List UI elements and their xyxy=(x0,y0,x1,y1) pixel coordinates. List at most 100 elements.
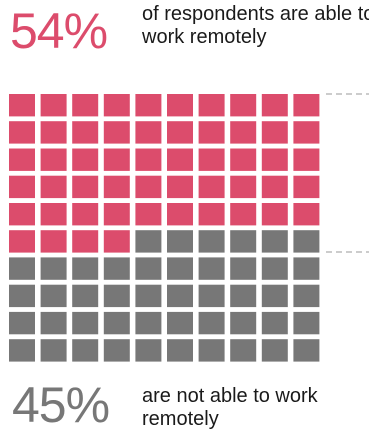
waffle-square-not-remote xyxy=(103,284,130,308)
waffle-square-remote xyxy=(9,203,35,226)
waffle-square-remote xyxy=(135,94,162,117)
waffle-square-remote xyxy=(40,175,67,199)
waffle-square-not-remote xyxy=(167,339,193,362)
waffle-square-remote xyxy=(230,148,257,171)
waffle-square-remote xyxy=(9,94,35,117)
waffle-square-not-remote xyxy=(72,311,99,335)
waffle-square-not-remote xyxy=(167,230,193,253)
waffle-square-remote xyxy=(261,203,288,226)
waffle-square-remote xyxy=(72,175,99,199)
waffle-square-remote xyxy=(40,203,67,226)
waffle-square-remote xyxy=(72,203,99,226)
waffle-square-remote xyxy=(40,121,67,144)
waffle-square-remote xyxy=(135,175,162,199)
waffle-square-not-remote xyxy=(261,284,288,308)
waffle-square-not-remote xyxy=(293,311,320,335)
waffle-square-remote xyxy=(72,121,99,144)
waffle-square-remote xyxy=(103,94,130,117)
waffle-square-remote xyxy=(198,203,225,226)
waffle-square-remote xyxy=(103,203,130,226)
waffle-square-not-remote xyxy=(198,257,225,280)
waffle-square-remote xyxy=(261,121,288,144)
waffle-square-remote xyxy=(40,148,67,171)
waffle-square-remote xyxy=(135,148,162,171)
waffle-square-remote xyxy=(293,175,320,199)
waffle-square-remote xyxy=(103,121,130,144)
not-remote-description: are not able to work remotely xyxy=(142,385,318,430)
waffle-square-remote xyxy=(9,121,35,144)
waffle-square-remote xyxy=(293,203,320,226)
waffle-square-remote xyxy=(167,94,193,117)
waffle-square-remote xyxy=(9,230,35,253)
waffle-square-remote xyxy=(103,148,130,171)
waffle-square-not-remote xyxy=(40,311,67,335)
waffle-square-not-remote xyxy=(198,284,225,308)
waffle-square-remote xyxy=(198,121,225,144)
waffle-square-remote xyxy=(293,148,320,171)
waffle-square-not-remote xyxy=(103,257,130,280)
waffle-square-not-remote xyxy=(167,284,193,308)
waffle-square-not-remote xyxy=(103,311,130,335)
waffle-square-remote xyxy=(167,203,193,226)
waffle-square-remote xyxy=(167,175,193,199)
waffle-square-not-remote xyxy=(293,339,320,362)
waffle-square-remote xyxy=(230,175,257,199)
waffle-square-not-remote xyxy=(230,339,257,362)
waffle-square-remote xyxy=(198,148,225,171)
waffle-square-remote xyxy=(9,148,35,171)
waffle-square-remote xyxy=(198,94,225,117)
waffle-square-remote xyxy=(230,121,257,144)
waffle-square-remote xyxy=(261,175,288,199)
remote-description: of respondents are able to work remotely xyxy=(142,3,369,48)
waffle-square-not-remote xyxy=(40,284,67,308)
waffle-square-not-remote xyxy=(261,230,288,253)
waffle-square-not-remote xyxy=(9,257,35,280)
waffle-square-remote xyxy=(72,94,99,117)
waffle-square-not-remote xyxy=(72,257,99,280)
waffle-square-not-remote xyxy=(135,257,162,280)
waffle-square-not-remote xyxy=(198,230,225,253)
waffle-square-remote xyxy=(293,121,320,144)
waffle-square-remote xyxy=(40,230,67,253)
waffle-square-not-remote xyxy=(198,311,225,335)
waffle-square-not-remote xyxy=(261,311,288,335)
waffle-square-remote xyxy=(72,230,99,253)
waffle-square-not-remote xyxy=(261,257,288,280)
waffle-square-remote xyxy=(40,94,67,117)
waffle-square-not-remote xyxy=(230,311,257,335)
waffle-square-not-remote xyxy=(293,257,320,280)
waffle-square-not-remote xyxy=(9,284,35,308)
waffle-square-not-remote xyxy=(230,230,257,253)
waffle-square-not-remote xyxy=(198,339,225,362)
waffle-square-remote xyxy=(198,175,225,199)
waffle-square-remote xyxy=(261,94,288,117)
waffle-square-remote xyxy=(135,121,162,144)
waffle-square-remote xyxy=(167,121,193,144)
waffle-square-not-remote xyxy=(9,311,35,335)
waffle-square-not-remote xyxy=(167,311,193,335)
waffle-square-not-remote xyxy=(135,284,162,308)
waffle-square-not-remote xyxy=(293,284,320,308)
waffle-square-not-remote xyxy=(40,339,67,362)
waffle-square-not-remote xyxy=(72,284,99,308)
waffle-square-not-remote xyxy=(135,311,162,335)
waffle-square-remote xyxy=(72,148,99,171)
waffle-square-not-remote xyxy=(72,339,99,362)
waffle-square-not-remote xyxy=(230,284,257,308)
waffle-square-not-remote xyxy=(135,339,162,362)
waffle-square-remote xyxy=(9,175,35,199)
waffle-square-not-remote xyxy=(135,230,162,253)
waffle-square-not-remote xyxy=(293,230,320,253)
waffle-square-remote xyxy=(135,203,162,226)
waffle-square-remote xyxy=(103,230,130,253)
waffle-square-remote xyxy=(103,175,130,199)
waffle-square-not-remote xyxy=(9,339,35,362)
waffle-square-remote xyxy=(230,94,257,117)
waffle-square-not-remote xyxy=(103,339,130,362)
remote-percent-label: 54% xyxy=(10,3,108,59)
waffle-square-not-remote xyxy=(230,257,257,280)
waffle-square-remote xyxy=(230,203,257,226)
waffle-square-remote xyxy=(167,148,193,171)
